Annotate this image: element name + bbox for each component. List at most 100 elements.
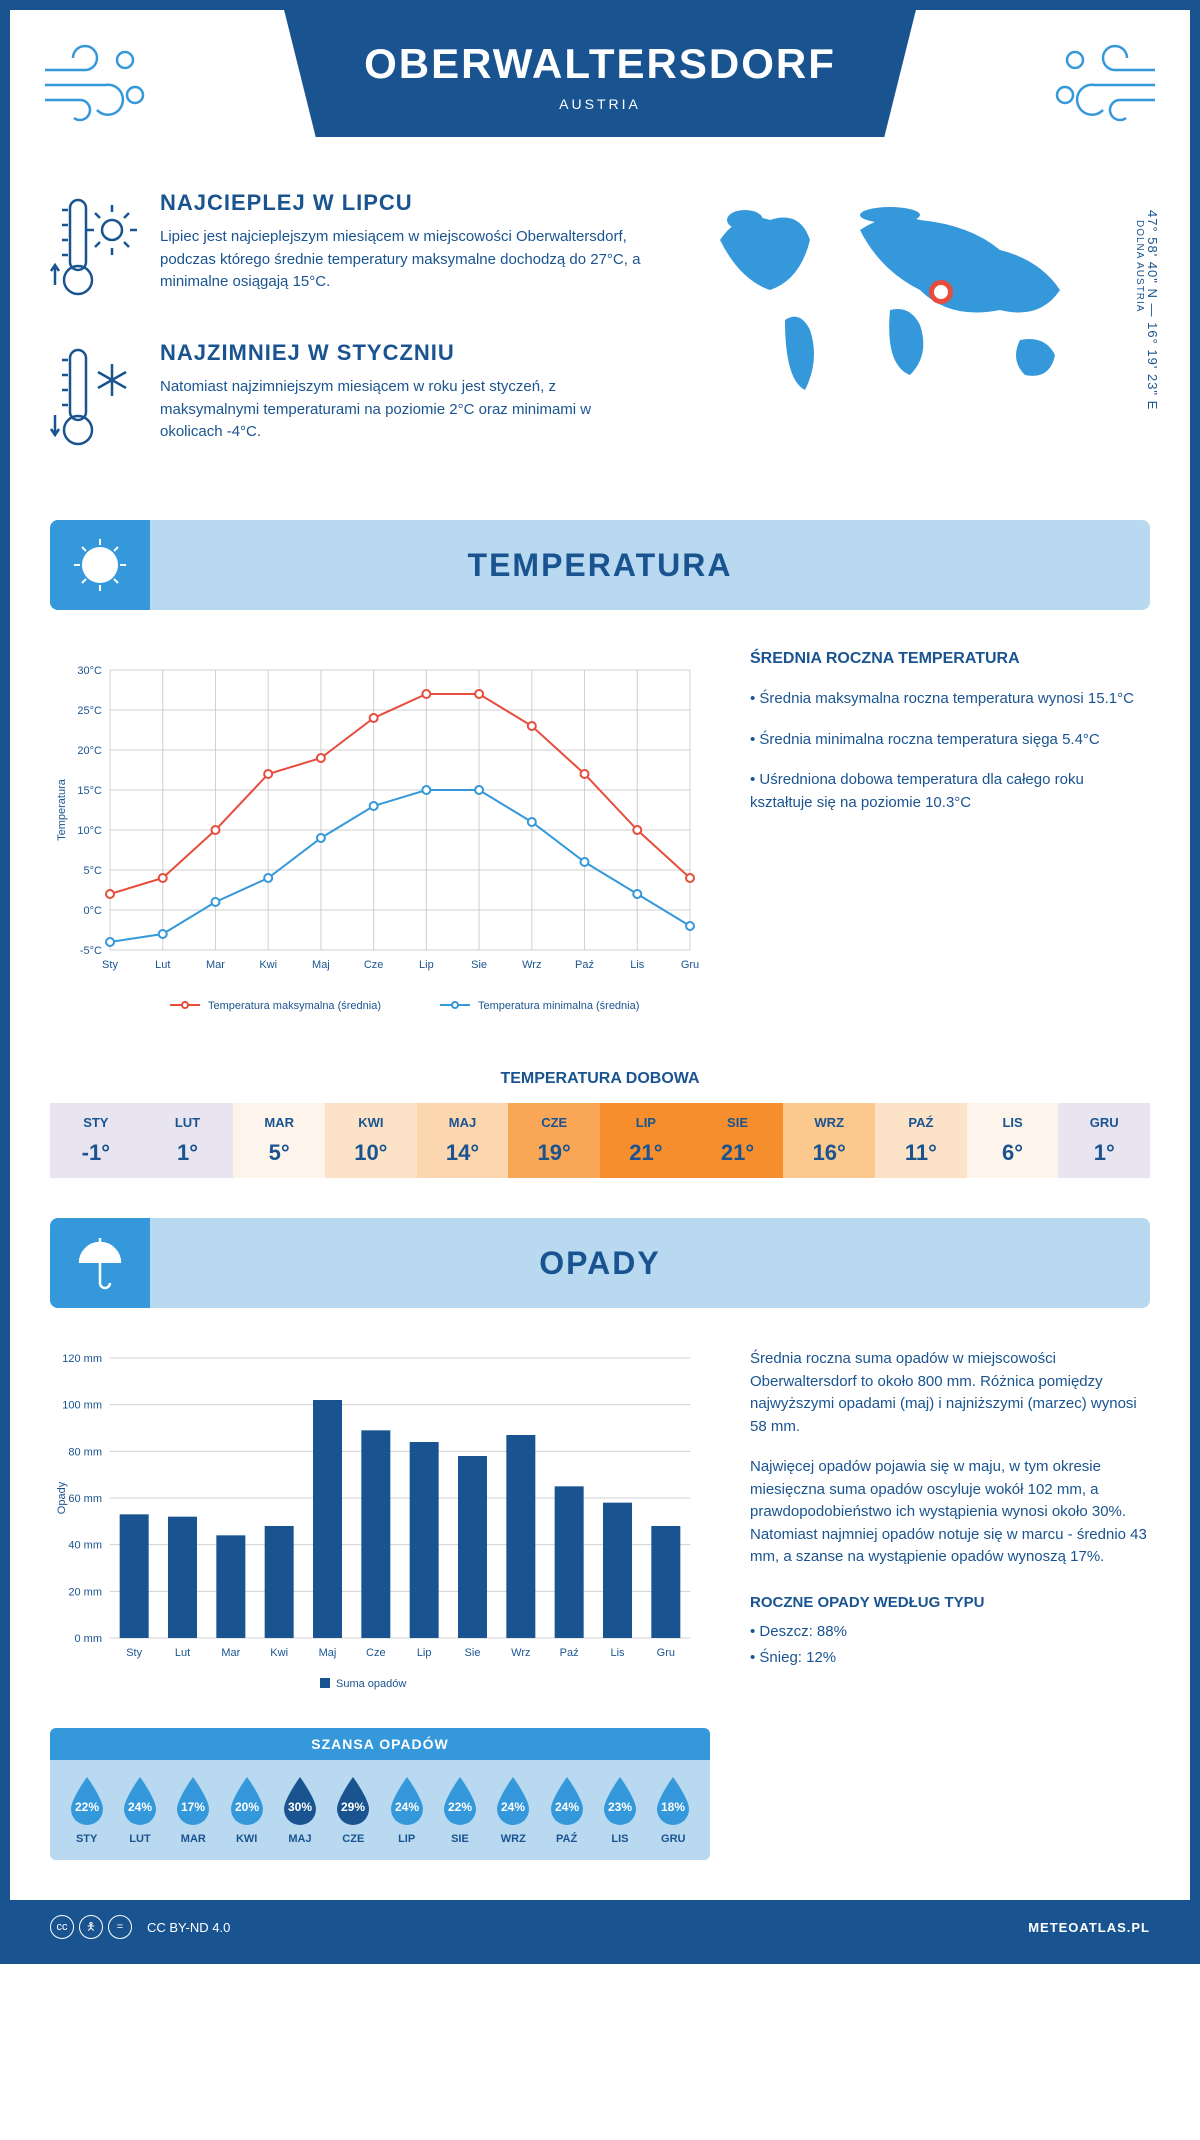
map-container: 47° 58' 40" N — 16° 19' 23" E DOLNA AUST… bbox=[690, 190, 1150, 490]
coord-lon: 16° 19' 23" E bbox=[1145, 322, 1160, 410]
rain-drop-icon: 18% bbox=[653, 1775, 693, 1825]
rain-drop-month: CZE bbox=[333, 1833, 373, 1845]
daily-temp-cell: SIE21° bbox=[692, 1103, 784, 1178]
daily-temp-value: -1° bbox=[54, 1140, 138, 1166]
svg-text:Gru: Gru bbox=[657, 1647, 675, 1659]
nd-icon: = bbox=[108, 1915, 132, 1939]
precip-para-1: Średnia roczna suma opadów w miejscowośc… bbox=[750, 1348, 1150, 1438]
rain-drop-month: PAŹ bbox=[547, 1833, 587, 1845]
rain-drop-icon: 30% bbox=[280, 1775, 320, 1825]
svg-text:60 mm: 60 mm bbox=[68, 1493, 102, 1505]
precipitation-bar-chart: 0 mm20 mm40 mm60 mm80 mm100 mm120 mmOpad… bbox=[50, 1348, 710, 1708]
intro-section: NAJCIEPLEJ W LIPCU Lipiec jest najcieple… bbox=[10, 190, 1190, 520]
svg-text:120 mm: 120 mm bbox=[62, 1353, 102, 1365]
svg-text:Lip: Lip bbox=[417, 1647, 432, 1659]
svg-text:Temperatura maksymalna (średni: Temperatura maksymalna (średnia) bbox=[208, 1000, 381, 1012]
rain-drop-icon: 23% bbox=[600, 1775, 640, 1825]
rain-drop: 24% LUT bbox=[120, 1775, 160, 1845]
daily-temp-cell: LIS6° bbox=[967, 1103, 1059, 1178]
precipitation-title: OPADY bbox=[539, 1245, 660, 1282]
svg-text:5°C: 5°C bbox=[84, 865, 103, 877]
svg-text:22%: 22% bbox=[75, 1800, 99, 1814]
rain-drop: 24%LIP bbox=[387, 1775, 427, 1845]
rain-drop-month: LUT bbox=[120, 1833, 160, 1845]
svg-text:Lis: Lis bbox=[610, 1647, 625, 1659]
daily-temp-month: LUT bbox=[146, 1115, 230, 1130]
rain-drop: 24% WRZ bbox=[493, 1775, 533, 1845]
rain-drop-icon: 29% bbox=[333, 1775, 373, 1825]
sun-badge-icon bbox=[50, 520, 150, 610]
rain-drop-icon: 24% bbox=[547, 1775, 587, 1825]
rain-drop: 22%SIE bbox=[440, 1775, 480, 1845]
coord-region: DOLNA AUSTRIA bbox=[1134, 220, 1145, 410]
daily-temp-value: 14° bbox=[421, 1140, 505, 1166]
svg-text:Temperatura: Temperatura bbox=[56, 778, 68, 841]
daily-temp-month: WRZ bbox=[787, 1115, 871, 1130]
rain-drop-icon: 20% bbox=[227, 1775, 267, 1825]
rain-drop-icon: 24% bbox=[493, 1775, 533, 1825]
svg-text:Wrz: Wrz bbox=[522, 959, 541, 971]
svg-text:Paź: Paź bbox=[575, 959, 594, 971]
rain-drop-month: MAR bbox=[173, 1833, 213, 1845]
daily-temp-title: TEMPERATURA DOBOWA bbox=[50, 1070, 1150, 1088]
daily-temp-cell: PAŹ11° bbox=[875, 1103, 967, 1178]
cc-icon: cc bbox=[50, 1915, 74, 1939]
intro-facts: NAJCIEPLEJ W LIPCU Lipiec jest najcieple… bbox=[50, 190, 650, 490]
rain-drop: 30% MAJ bbox=[280, 1775, 320, 1845]
svg-text:Temperatura minimalna (średnia: Temperatura minimalna (średnia) bbox=[478, 1000, 639, 1012]
country-name: AUSTRIA bbox=[364, 96, 836, 112]
daily-temp-cell: CZE19° bbox=[508, 1103, 600, 1178]
svg-text:Maj: Maj bbox=[312, 959, 330, 971]
daily-temp-cell: KWI10° bbox=[325, 1103, 417, 1178]
coordinates: 47° 58' 40" N — 16° 19' 23" E DOLNA AUST… bbox=[1134, 210, 1160, 410]
daily-temp-month: SIE bbox=[696, 1115, 780, 1130]
precip-type-bullet: • Deszcz: 88% bbox=[750, 1621, 1150, 1644]
svg-text:24%: 24% bbox=[395, 1800, 419, 1814]
license-text: CC BY-ND 4.0 bbox=[147, 1920, 230, 1935]
rain-drop: 24% PAŹ bbox=[547, 1775, 587, 1845]
rain-drop: 23%LIS bbox=[600, 1775, 640, 1845]
temperature-title: TEMPERATURA bbox=[468, 547, 733, 584]
svg-text:15°C: 15°C bbox=[77, 785, 102, 797]
footer-site: METEOATLAS.PL bbox=[1028, 1920, 1150, 1935]
daily-temp-value: 10° bbox=[329, 1140, 413, 1166]
svg-text:Paź: Paź bbox=[560, 1647, 579, 1659]
svg-text:80 mm: 80 mm bbox=[68, 1446, 102, 1458]
svg-text:Sie: Sie bbox=[471, 959, 487, 971]
daily-temp-value: 1° bbox=[1062, 1140, 1146, 1166]
precipitation-section-header: OPADY bbox=[50, 1218, 1150, 1308]
temperature-stats: ŚREDNIA ROCZNA TEMPERATURA • Średnia mak… bbox=[750, 650, 1150, 1030]
svg-text:22%: 22% bbox=[448, 1800, 472, 1814]
footer: cc 🯅 = CC BY-ND 4.0 METEOATLAS.PL bbox=[10, 1900, 1190, 1954]
svg-text:100 mm: 100 mm bbox=[62, 1400, 102, 1412]
svg-text:Mar: Mar bbox=[206, 959, 225, 971]
header: OBERWALTERSDORF AUSTRIA bbox=[10, 10, 1190, 190]
rain-drop-month: WRZ bbox=[493, 1833, 533, 1845]
svg-text:Lis: Lis bbox=[630, 959, 645, 971]
svg-text:24%: 24% bbox=[128, 1800, 152, 1814]
temp-stat-bullet: • Średnia minimalna roczna temperatura s… bbox=[750, 729, 1150, 752]
rain-drop-month: MAJ bbox=[280, 1833, 320, 1845]
temperature-section-header: TEMPERATURA bbox=[50, 520, 1150, 610]
svg-text:30%: 30% bbox=[288, 1800, 312, 1814]
svg-text:40 mm: 40 mm bbox=[68, 1540, 102, 1552]
svg-text:17%: 17% bbox=[181, 1800, 205, 1814]
daily-temp-month: MAR bbox=[237, 1115, 321, 1130]
svg-text:-5°C: -5°C bbox=[80, 945, 102, 957]
temp-stats-title: ŚREDNIA ROCZNA TEMPERATURA bbox=[750, 650, 1150, 668]
fact-cold-title: NAJZIMNIEJ W STYCZNIU bbox=[160, 340, 650, 366]
svg-text:Kwi: Kwi bbox=[259, 959, 277, 971]
daily-temp-cell: MAR5° bbox=[233, 1103, 325, 1178]
svg-text:0 mm: 0 mm bbox=[75, 1633, 103, 1645]
daily-temp-value: 1° bbox=[146, 1140, 230, 1166]
daily-temperature-table: TEMPERATURA DOBOWA STY-1°LUT1°MAR5°KWI10… bbox=[10, 1050, 1190, 1218]
header-banner: OBERWALTERSDORF AUSTRIA bbox=[284, 10, 916, 137]
daily-temp-cell: MAJ14° bbox=[417, 1103, 509, 1178]
svg-text:Sie: Sie bbox=[465, 1647, 481, 1659]
wind-icon-left bbox=[40, 40, 150, 130]
daily-temp-value: 16° bbox=[787, 1140, 871, 1166]
rain-drop-icon: 17% bbox=[173, 1775, 213, 1825]
temperature-content: -5°C0°C5°C10°C15°C20°C25°C30°CStyLutMarK… bbox=[10, 610, 1190, 1050]
svg-text:30°C: 30°C bbox=[77, 665, 102, 677]
temp-stat-bullet: • Średnia maksymalna roczna temperatura … bbox=[750, 688, 1150, 711]
